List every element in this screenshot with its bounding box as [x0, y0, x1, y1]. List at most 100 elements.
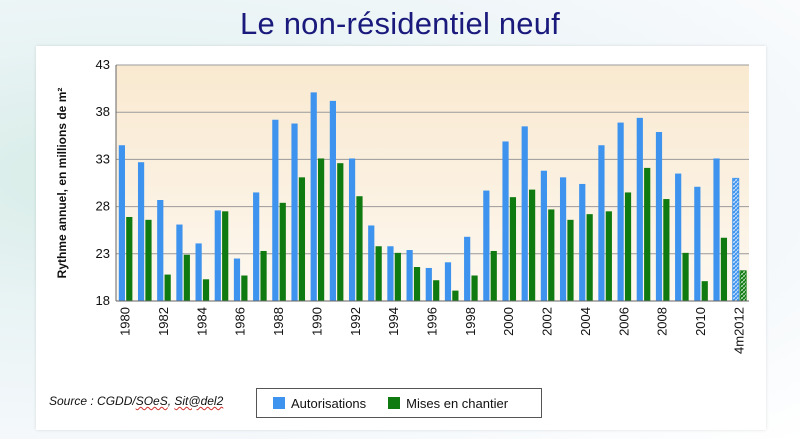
bar-autorisations-2003 — [559, 177, 567, 301]
x-tick-label: 1988 — [271, 307, 286, 336]
y-tick-label: 33 — [96, 151, 110, 166]
x-tick-label: 2006 — [616, 307, 631, 336]
bar-mises-1996 — [433, 280, 440, 301]
bar-autorisations-1992 — [348, 158, 356, 301]
chart-panel: 18 23 28 33 38 43 1980 1982 1984 1986 1988 1990 199… — [36, 46, 766, 430]
bar-autorisations-2004 — [579, 183, 586, 301]
x-tick-label: 1984 — [194, 307, 209, 336]
bar-autorisations-4m2012 — [732, 177, 740, 302]
legend-item-mises: Mises en chantier — [388, 396, 508, 411]
bar-mises-1980 — [126, 216, 133, 301]
bar-mises-2005 — [605, 211, 612, 301]
bar-mises-1981 — [145, 219, 152, 301]
source-soes: SOeS — [135, 394, 168, 408]
bar-chart: 18 23 28 33 38 43 1980 1982 1984 1986 1988 1990 199… — [55, 57, 749, 354]
y-tick-label: 18 — [96, 293, 110, 308]
bar-mises-1988 — [279, 202, 286, 301]
y-tick-label: 28 — [96, 199, 110, 214]
bar-autorisations-1988 — [272, 119, 279, 301]
x-tick-label: 2002 — [540, 307, 555, 336]
bar-mises-1997 — [452, 290, 459, 301]
bar-mises-2010 — [701, 281, 708, 301]
bar-mises-1983 — [183, 254, 190, 301]
bar-mises-2004 — [586, 214, 593, 301]
x-tick-label: 2000 — [501, 307, 516, 336]
source-note: Source : CGDD/SOeS, Sit@del2 — [49, 394, 223, 408]
chart-legend: Autorisations Mises en chantier — [256, 388, 542, 418]
bar-mises-1987 — [260, 250, 267, 301]
bar-autorisations-1990 — [310, 92, 317, 301]
x-tick-label: 1998 — [463, 307, 478, 336]
bar-autorisations-2005 — [598, 145, 605, 301]
bar-mises-1999 — [490, 250, 497, 301]
y-tick-label: 38 — [96, 104, 110, 119]
bar-autorisations-2007 — [636, 117, 643, 301]
bar-mises-2003 — [567, 219, 574, 301]
source-sitadel: Sit@del2 — [174, 394, 224, 408]
legend-swatch-mises — [388, 397, 401, 409]
bar-autorisations-1997 — [444, 262, 452, 301]
x-tick-label: 1992 — [348, 307, 363, 336]
bar-mises-1991 — [337, 163, 344, 301]
bar-autorisations-2011 — [713, 158, 720, 301]
slide-title: Le non-résidentiel neuf — [240, 6, 560, 41]
bar-autorisations-1998 — [464, 236, 471, 301]
x-tick-label: 1980 — [118, 307, 133, 336]
bar-mises-2011 — [720, 237, 728, 301]
bar-autorisations-1989 — [291, 123, 298, 301]
bar-autorisations-1995 — [406, 250, 413, 301]
x-tick-label: 1994 — [386, 307, 401, 336]
bar-mises-2002 — [548, 209, 555, 301]
legend-label-mises: Mises en chantier — [406, 395, 509, 411]
x-tick-label: 1990 — [309, 307, 324, 336]
bar-mises-1992 — [356, 196, 363, 301]
bar-mises-4m2012 — [739, 270, 747, 302]
bar-autorisations-2008 — [655, 132, 663, 301]
bar-mises-2001 — [529, 189, 536, 301]
bar-autorisations-1986 — [233, 258, 241, 301]
legend-swatch-autorisations — [273, 397, 285, 409]
x-tick-label: 2010 — [693, 307, 708, 336]
bar-mises-1993 — [375, 246, 382, 301]
x-tick-label: 1996 — [425, 307, 440, 336]
bar-mises-1984 — [202, 279, 210, 301]
bar-autorisations-2009 — [675, 173, 682, 301]
x-tick-label: 4m2012 — [731, 307, 746, 354]
bar-autorisations-1981 — [137, 162, 145, 301]
bar-autorisations-1987 — [253, 192, 260, 301]
bar-mises-2007 — [644, 167, 651, 301]
y-axis-label: Rythme annuel, en millions de m² — [55, 88, 69, 279]
bar-autorisations-2000 — [502, 141, 509, 301]
y-tick-label: 23 — [96, 246, 110, 261]
bar-autorisations-2010 — [694, 186, 701, 301]
bar-autorisations-2002 — [540, 170, 547, 301]
bar-mises-1985 — [222, 211, 229, 301]
bar-autorisations-1982 — [157, 199, 164, 301]
bar-autorisations-1994 — [387, 246, 394, 301]
bar-autorisations-2001 — [521, 126, 528, 301]
bar-mises-2000 — [509, 197, 517, 301]
legend-item-autorisations: Autorisations — [273, 396, 366, 411]
bar-mises-2009 — [682, 252, 689, 301]
plot-area — [116, 65, 749, 301]
bar-mises-1990 — [318, 158, 325, 301]
bar-mises-1995 — [413, 267, 421, 301]
bar-autorisations-1991 — [329, 100, 336, 301]
bar-autorisations-1980 — [118, 145, 125, 301]
bar-autorisations-1983 — [176, 224, 183, 301]
source-separator: , — [167, 394, 175, 408]
bar-autorisations-1985 — [214, 210, 221, 301]
bar-mises-1989 — [298, 177, 306, 301]
bar-autorisations-1996 — [425, 267, 432, 301]
source-prefix: Source : CGDD/ — [49, 394, 136, 408]
bar-mises-1994 — [394, 252, 401, 301]
bar-autorisations-2006 — [617, 122, 624, 301]
bar-autorisations-1984 — [195, 243, 202, 301]
legend-label-autorisations: Autorisations — [291, 395, 367, 411]
x-tick-label: 2004 — [578, 307, 593, 336]
y-tick-label: 43 — [96, 57, 110, 72]
x-tick-label: 1982 — [156, 307, 171, 336]
bar-autorisations-1999 — [483, 190, 490, 301]
bar-mises-1998 — [471, 275, 478, 301]
x-tick-label: 1986 — [233, 307, 248, 336]
